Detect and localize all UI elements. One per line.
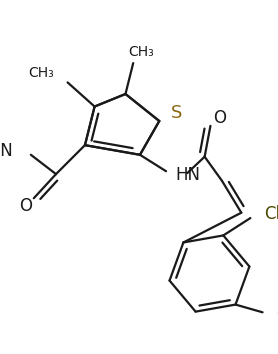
- Text: H₂N: H₂N: [0, 142, 14, 160]
- Text: Cl: Cl: [276, 305, 278, 323]
- Text: HN: HN: [176, 166, 201, 184]
- Text: Cl: Cl: [264, 205, 278, 223]
- Text: CH₃: CH₃: [28, 66, 54, 80]
- Text: S: S: [171, 104, 182, 122]
- Text: O: O: [19, 197, 33, 215]
- Text: O: O: [214, 109, 227, 127]
- Text: CH₃: CH₃: [128, 45, 154, 58]
